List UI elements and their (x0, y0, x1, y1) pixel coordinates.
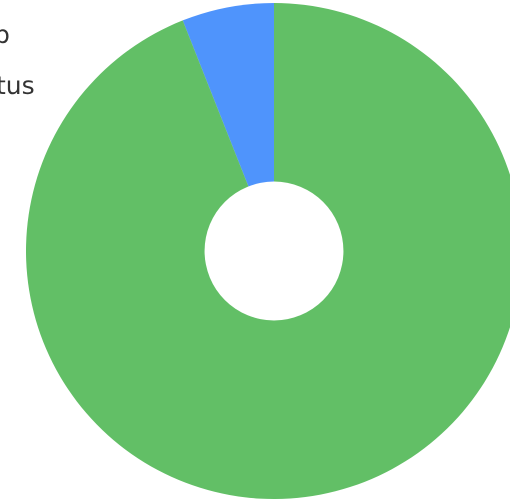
donut-hole (204, 181, 344, 321)
legend-label-fragment-2: tus (0, 71, 35, 100)
legend: p tus (0, 20, 35, 100)
legend-label-fragment-1: p (0, 20, 10, 49)
